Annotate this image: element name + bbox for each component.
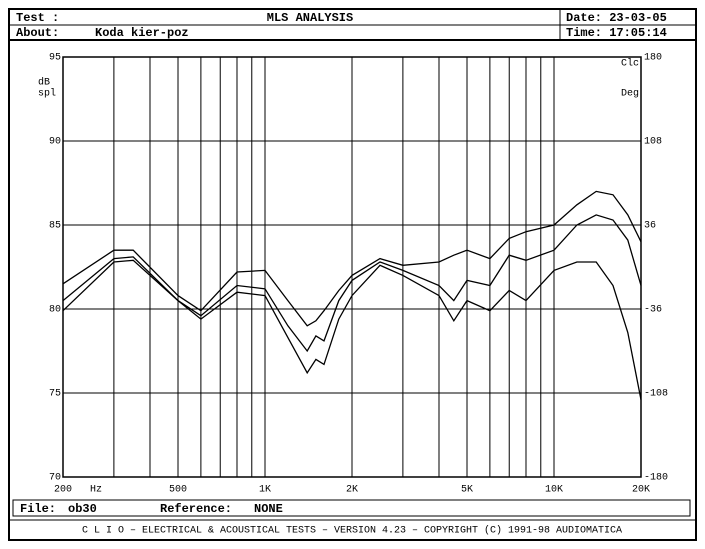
frame	[8, 8, 697, 541]
y-label: dB	[38, 77, 50, 89]
title: MLS ANALYSIS	[267, 11, 353, 25]
y2-tick-label: 108	[644, 137, 662, 148]
response-curve	[62, 214, 642, 353]
x-tick-label: 1K	[259, 485, 271, 496]
x-tick-label: 20K	[632, 485, 650, 496]
plot: 200 500 1K 2K 5K 10K 20K Hz 70 75 80 85 90 95 -180 -108…	[38, 53, 668, 496]
y2-tick-label: -180	[644, 473, 668, 484]
reference: NONE	[254, 502, 283, 516]
y2-tick-label: -108	[644, 389, 668, 400]
y-tick-label: 90	[49, 137, 61, 148]
y-label: spl	[38, 88, 56, 100]
about: Koda kier-poz	[95, 26, 189, 40]
file: ob30	[68, 502, 97, 516]
y-tick-label: 70	[49, 473, 61, 484]
x-tick-label: 10K	[545, 485, 563, 496]
x-tick-label: 200	[54, 485, 72, 496]
test-label: Test :	[16, 11, 59, 25]
response-curve	[62, 259, 642, 400]
banner: C L I O – ELECTRICAL & ACOUSTICAL TESTS …	[82, 525, 622, 537]
about-label: About:	[16, 26, 59, 40]
x-tick-label: 2K	[346, 485, 358, 496]
x-unit: Hz	[90, 485, 102, 496]
y-tick-label: 95	[49, 53, 61, 64]
x-tick-label: 500	[169, 485, 187, 496]
y2-label: Deg	[621, 89, 639, 100]
reference-label: Reference:	[160, 502, 232, 516]
y-tick-label: 80	[49, 305, 61, 316]
x-tick-label: 5K	[461, 485, 473, 496]
y-tick-label: 75	[49, 389, 61, 400]
y-tick-label: 85	[49, 221, 61, 232]
response-curve	[62, 190, 642, 327]
file-label: File:	[20, 502, 56, 516]
y2-tick-label: 36	[644, 221, 656, 232]
y2-tick-label: -36	[644, 305, 662, 316]
y2-tick-label: 180	[644, 53, 662, 64]
time: Time: 17:05:14	[566, 26, 667, 40]
date: Date: 23-03-05	[566, 11, 667, 25]
footer-box	[12, 499, 691, 517]
y2-label: Clc	[621, 58, 639, 70]
